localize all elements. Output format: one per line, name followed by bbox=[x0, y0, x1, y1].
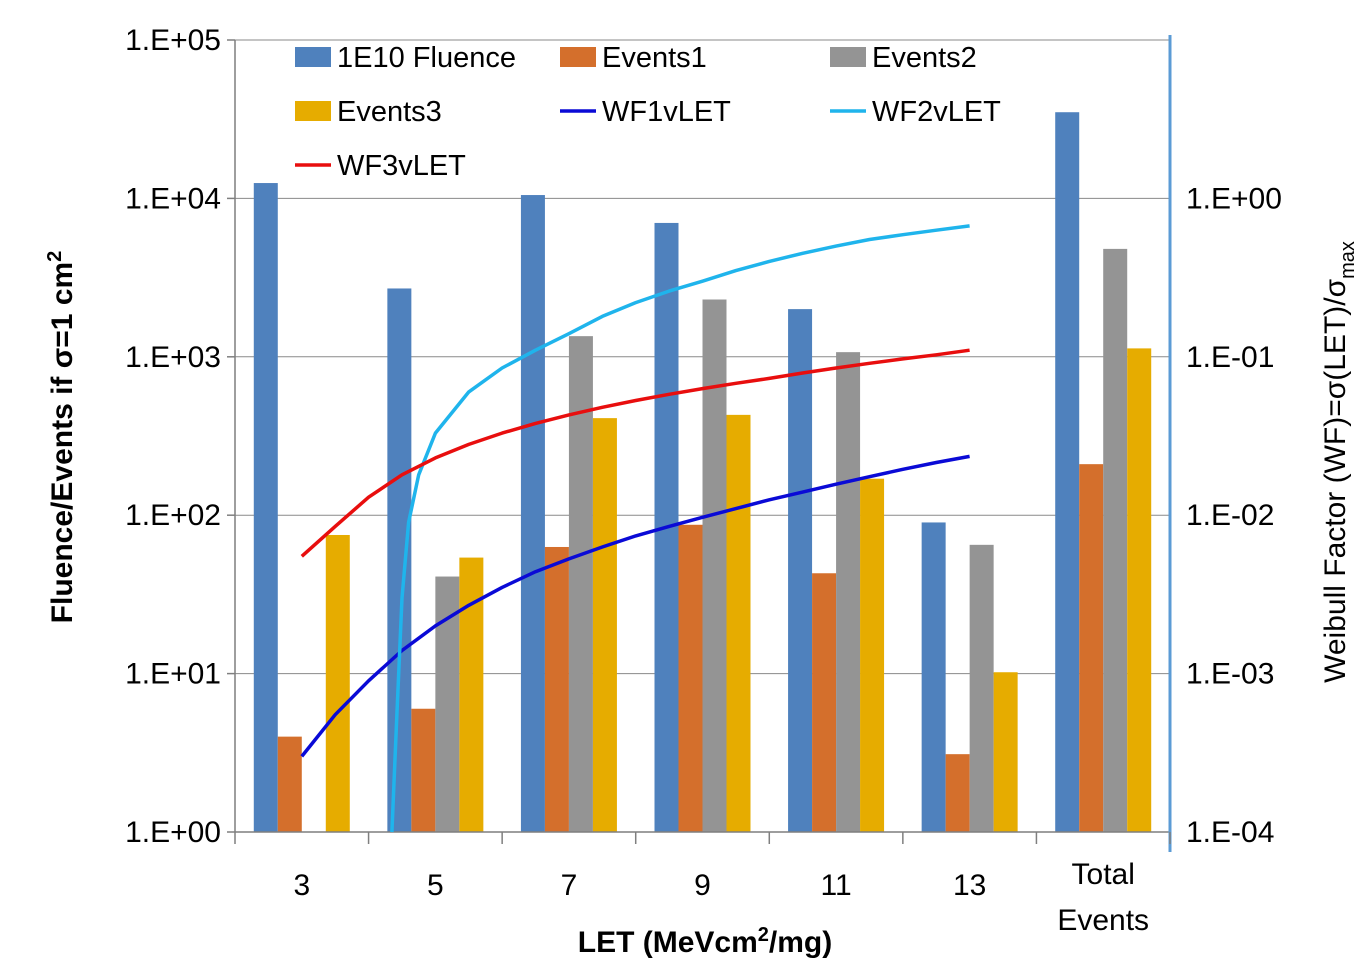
x-axis-title: LET (MeVcm2/mg) bbox=[578, 924, 832, 959]
x-tick-label: Events bbox=[1057, 904, 1149, 937]
bar-events1 bbox=[411, 708, 436, 832]
bar-events2 bbox=[969, 544, 994, 832]
legend-label: WF2vLET bbox=[872, 96, 1001, 128]
x-tick-label: Total bbox=[1072, 858, 1135, 891]
bar-events3 bbox=[1127, 348, 1152, 832]
y-tick-label: 1.E+02 bbox=[125, 499, 221, 532]
bar-events2 bbox=[1103, 248, 1128, 833]
x-tick-label: 5 bbox=[427, 869, 444, 902]
y2-tick-label: 1.E-01 bbox=[1186, 341, 1274, 374]
y2-tick-label: 1.E-02 bbox=[1186, 499, 1274, 532]
legend-label: Events2 bbox=[872, 42, 977, 74]
x-tick-label: 3 bbox=[293, 869, 310, 902]
bar-events1 bbox=[277, 736, 302, 832]
legend-swatch bbox=[830, 47, 866, 67]
bar-1e10-fluence bbox=[253, 183, 278, 833]
x-tick-label: 11 bbox=[820, 869, 851, 902]
bar-events1 bbox=[812, 573, 837, 832]
bar-events3 bbox=[726, 414, 751, 832]
legend-swatch bbox=[295, 101, 331, 121]
y-tick-label: 1.E+00 bbox=[125, 816, 221, 849]
bar-1e10-fluence bbox=[788, 309, 813, 833]
bar-events1 bbox=[1079, 464, 1104, 832]
axes bbox=[227, 35, 1172, 852]
y2-tick-label: 1.E+00 bbox=[1186, 182, 1282, 215]
bar-1e10-fluence bbox=[520, 195, 545, 833]
line-wf1vlet bbox=[300, 454, 970, 758]
bar-series bbox=[253, 112, 1152, 833]
bar-1e10-fluence bbox=[1055, 112, 1080, 833]
y-axis-title: Fluence/Events if σ=1 cm2 bbox=[44, 251, 79, 624]
y-tick-label: 1.E+04 bbox=[125, 182, 221, 215]
bar-events3 bbox=[592, 418, 617, 832]
bar-events3 bbox=[860, 478, 885, 832]
legend: 1E10 Fluence Events1 Events2 Events3 WF1vLET… bbox=[295, 42, 1001, 182]
legend-label: Events1 bbox=[602, 42, 707, 74]
y2-tick-label: 1.E-04 bbox=[1186, 816, 1274, 849]
legend-swatch bbox=[295, 47, 331, 67]
y-tick-label: 1.E+05 bbox=[125, 24, 221, 57]
bar-events1 bbox=[945, 754, 970, 832]
line-wf3vlet bbox=[300, 348, 970, 558]
line-series bbox=[300, 224, 970, 833]
y2-tick-label: 1.E-03 bbox=[1186, 658, 1274, 691]
x-tick-label: 9 bbox=[694, 869, 711, 902]
legend-swatch bbox=[560, 47, 596, 67]
x-tick-label: 7 bbox=[561, 869, 578, 902]
bar-events2 bbox=[702, 299, 727, 832]
line-wf2vlet bbox=[390, 224, 970, 833]
y-tick-label: 1.E+03 bbox=[125, 341, 221, 374]
y2-axis-title: Weibull Factor (WF)=σ(LET)/σmax bbox=[1319, 241, 1359, 683]
bar-1e10-fluence bbox=[387, 288, 412, 832]
tick-labels: 1.E+00 1.E+01 1.E+02 1.E+03 1.E+04 1.E+05 1.E-… bbox=[125, 24, 1282, 937]
bar-events1 bbox=[544, 546, 569, 832]
bar-events2 bbox=[836, 352, 861, 832]
legend-label: 1E10 Fluence bbox=[337, 42, 516, 74]
bar-events2 bbox=[568, 336, 593, 832]
bar-events1 bbox=[678, 524, 703, 832]
bar-events3 bbox=[993, 672, 1018, 832]
bar-1e10-fluence bbox=[921, 522, 946, 832]
bar-events3 bbox=[325, 534, 350, 832]
legend-label: Events3 bbox=[337, 96, 442, 128]
legend-label: WF1vLET bbox=[602, 96, 731, 128]
x-tick-label: 13 bbox=[953, 869, 986, 902]
y-tick-label: 1.E+01 bbox=[125, 658, 221, 691]
legend-label: WF3vLET bbox=[337, 150, 466, 182]
